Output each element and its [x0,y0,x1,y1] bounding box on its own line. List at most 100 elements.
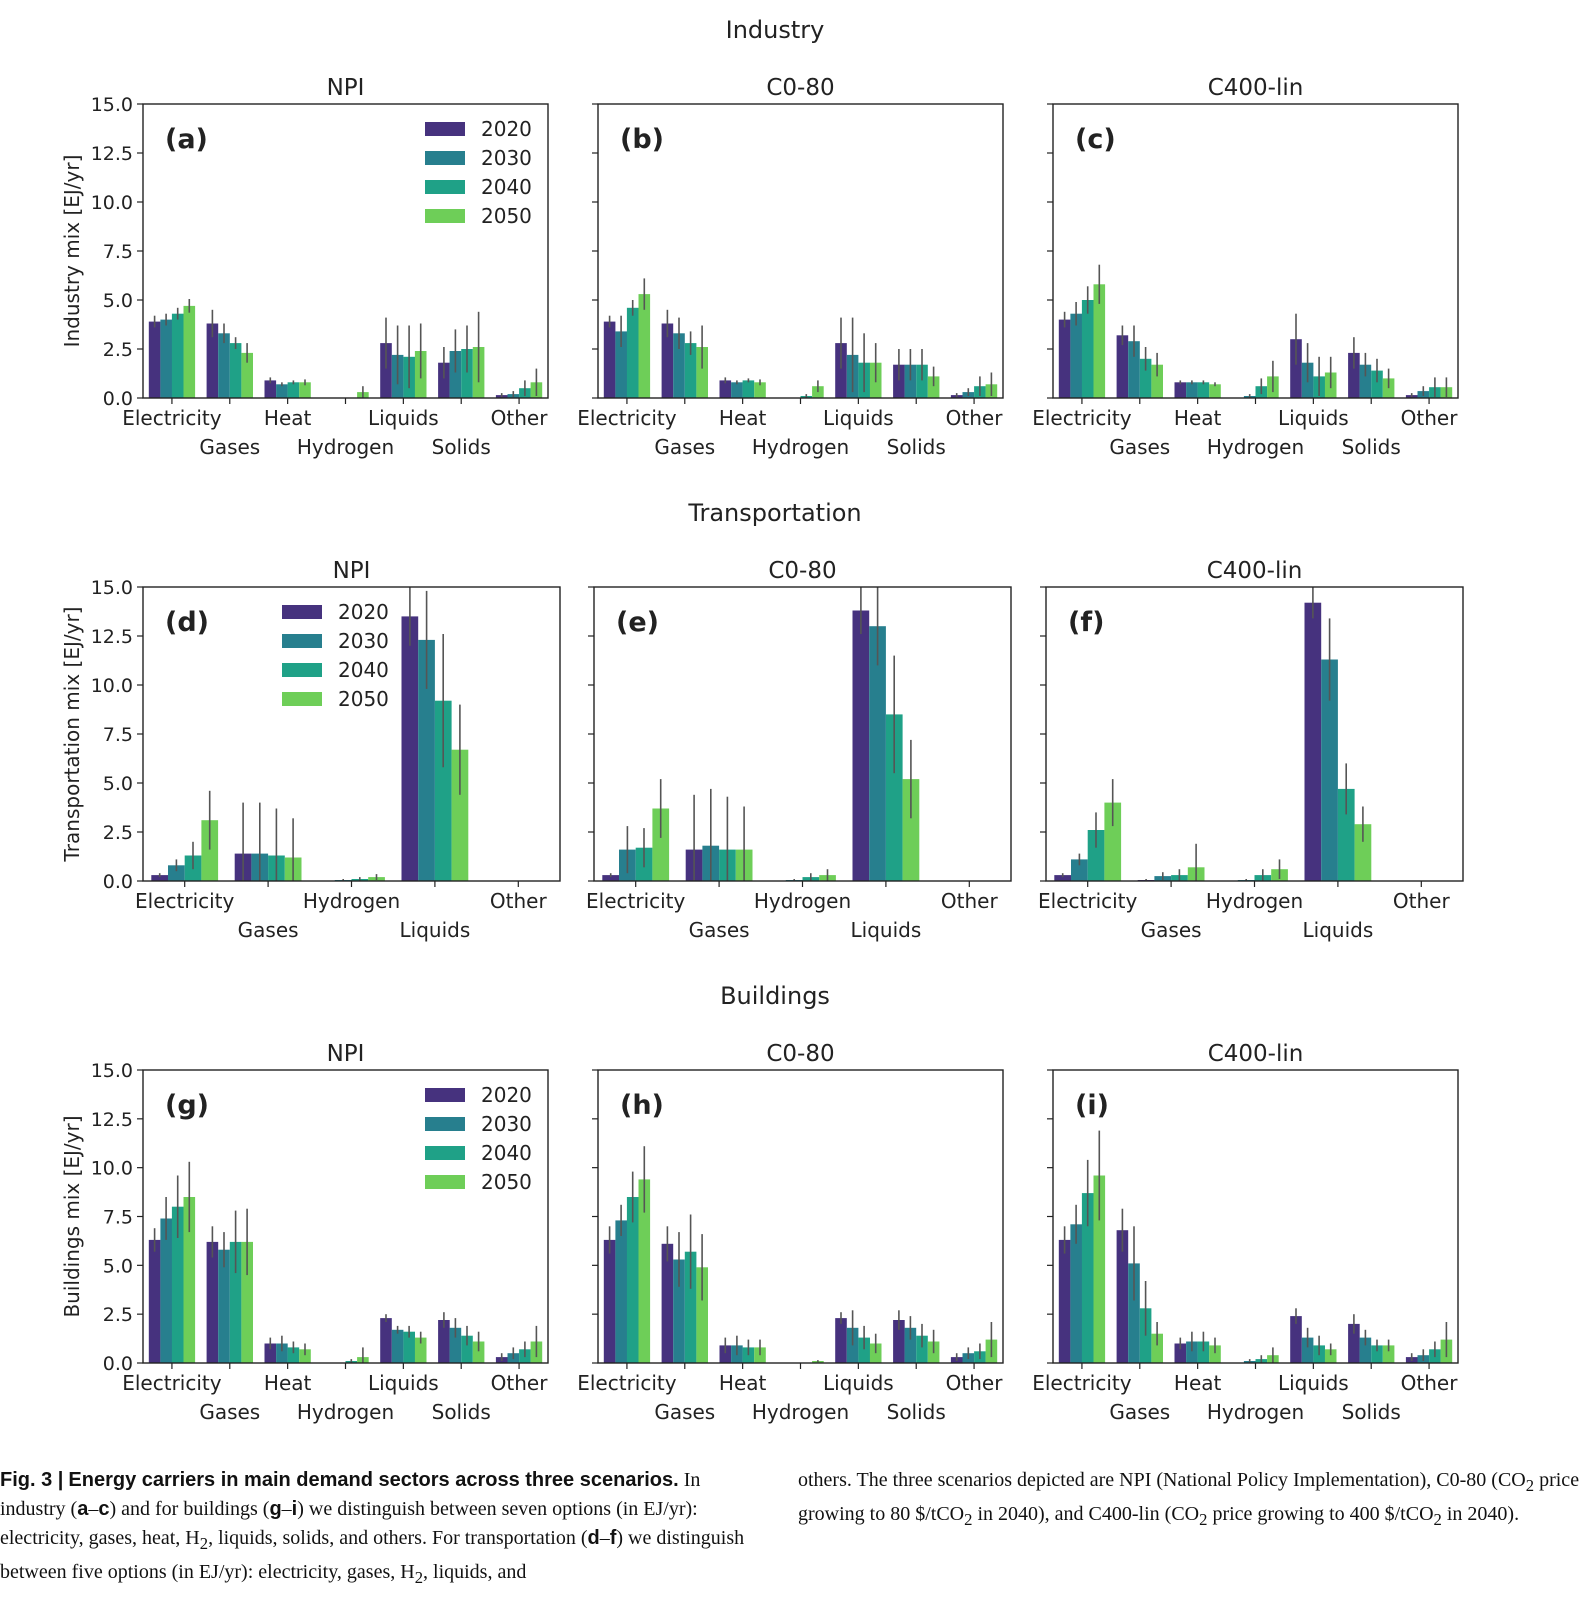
bar-solids-2020 [893,364,905,398]
x-tick-label-hydrogen: Hydrogen [297,435,394,459]
x-tick-label-solids: Solids [432,435,491,459]
bar-heat-2020 [1174,382,1187,398]
x-tick-label-electricity: Electricity [586,889,686,913]
y-tick-label: 2.5 [103,1304,133,1326]
bar-electricity-2040 [171,1206,184,1363]
x-tick-label-solids: Solids [887,1400,946,1424]
panel-label: (h) [620,1090,664,1121]
panel-label: (c) [1075,124,1116,155]
panel-a: NPI 0.0 2.5 5.0 7.5 10.0 12.5 15.0 Electricity Ga… [91,75,549,459]
x-tick-label-gases: Gases [1109,435,1170,459]
y-tick-label: 7.5 [103,1207,133,1229]
bars-group [1058,1130,1453,1363]
panel-title: C0-80 [766,75,834,101]
axes-frame [1052,1069,1459,1364]
x-tick-label-liquids: Liquids [400,918,471,942]
bar-liquids-2020 [1304,602,1322,881]
bar-solids-2040 [916,364,928,398]
x-tick-label-hydrogen: Hydrogen [752,1400,849,1424]
x-tick-label-electricity: Electricity [577,406,677,430]
legend-swatch-2020 [282,605,322,619]
bar-liquids-2020 [1290,1316,1302,1363]
x-tick-label-gases: Gases [1141,918,1202,942]
bar-liquids-2020 [1290,339,1302,398]
bar-electricity-2050 [183,305,196,398]
y-tick-label: 15.0 [91,1060,133,1082]
bar-electricity-2040 [1081,300,1094,398]
bar-electricity-2050 [638,294,651,398]
bar-gases-2030 [218,333,230,398]
bar-gases-2050 [696,1267,708,1363]
bar-solids-2030 [904,364,917,398]
x-tick-label-liquids: Liquids [1278,1371,1349,1395]
bar-liquids-2030 [391,1329,404,1363]
x-tick-label-liquids: Liquids [851,918,922,942]
x-tick-label-solids: Solids [1342,1400,1401,1424]
y-tick-label: 12.5 [91,626,133,648]
panel-label: (e) [616,607,659,638]
bar-electricity-2020 [148,1239,161,1363]
bar-solids-2020 [893,1320,905,1363]
x-tick-label-liquids: Liquids [1303,918,1374,942]
bar-solids-2040 [1371,1345,1383,1363]
x-tick-label-gases: Gases [1109,1400,1170,1424]
x-tick-label-solids: Solids [887,435,946,459]
bar-liquids-2020 [380,1318,392,1363]
bar-solids-2050 [1382,1345,1395,1363]
legend: 2020 2030 2040 2050 [425,1083,532,1194]
bar-heat-2050 [299,382,311,398]
panel-d: NPI 0.0 2.5 5.0 7.5 10.0 12.5 15.0 ElectricityGa… [91,558,561,942]
legend: 2020 2030 2040 2050 [425,117,532,228]
bar-gases-2020 [661,1243,674,1363]
y-tick-label: 5.0 [103,773,133,795]
bar-solids-2020 [1348,1323,1360,1363]
legend-label-2030: 2030 [481,146,532,170]
bar-heat-2040 [1197,1341,1210,1363]
legend-swatch-2020 [425,1088,465,1102]
x-tick-label-other: Other [491,1371,549,1395]
bar-electricity-2050 [1104,802,1122,881]
bar-electricity-2030 [1071,859,1088,881]
bar-electricity-2050 [201,820,219,881]
bar-electricity-2030 [615,331,627,398]
sector-title: Buildings [720,982,830,1010]
bar-liquids-2050 [869,1343,882,1363]
bar-solids-2030 [1359,364,1372,398]
x-tick-label-liquids: Liquids [823,1371,894,1395]
legend-label-2040: 2040 [481,175,532,199]
bar-heat-2050 [1209,384,1221,398]
figure-caption-right: others. The three scenarios depicted are… [798,1466,1580,1534]
bar-electricity-2040 [1087,830,1105,881]
bar-electricity-2020 [148,321,161,398]
bar-electricity-2020 [602,875,619,881]
bar-liquids-2030 [418,639,435,881]
bars-group [602,587,920,881]
bar-gases-2030 [673,333,685,398]
legend-swatch-2030 [282,634,322,648]
bar-electricity-2030 [160,1218,172,1363]
bar-electricity-2030 [615,1220,627,1363]
panel-title: C400-lin [1208,1041,1304,1067]
bar-heat-2030 [276,1343,288,1363]
bars-group [1058,264,1453,398]
bar-heat-2030 [276,384,288,398]
bar-gases-2030 [1128,1263,1140,1363]
x-tick-label-other: Other [1393,889,1451,913]
bar-liquids-2050 [1324,1349,1337,1363]
bar-solids-2040 [461,1335,473,1363]
y-axis-label: Buildings mix [EJ/yr] [60,1115,84,1317]
x-tick-label-liquids: Liquids [368,406,439,430]
bar-gases-2030 [1128,341,1140,398]
bar-electricity-2040 [626,1197,639,1363]
bar-electricity-2050 [1093,1175,1106,1363]
figure-label: Fig. 3 | [0,1469,64,1491]
bar-electricity-2050 [183,1197,196,1363]
y-tick-label: 7.5 [103,724,133,746]
x-tick-label-other: Other [491,406,549,430]
legend-swatch-2030 [425,151,465,165]
x-tick-label-gases: Gases [238,918,299,942]
panel-title: C400-lin [1208,75,1304,101]
x-tick-label-solids: Solids [1342,435,1401,459]
x-tick-label-heat: Heat [719,406,767,430]
